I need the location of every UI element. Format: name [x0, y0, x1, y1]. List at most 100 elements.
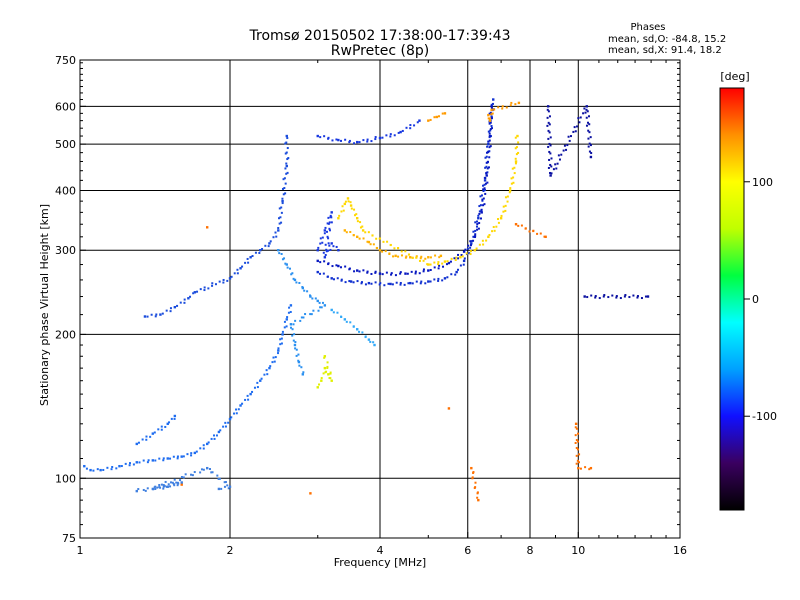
- data-point: [285, 134, 288, 138]
- data-point: [335, 245, 338, 248]
- data-point: [589, 155, 593, 159]
- data-point: [427, 263, 430, 266]
- y-tick-label: 200: [55, 328, 76, 341]
- data-point: [445, 263, 448, 266]
- data-point: [392, 255, 395, 258]
- data-point: [170, 417, 173, 420]
- data-point: [488, 119, 492, 122]
- data-point: [480, 208, 483, 211]
- data-point: [579, 116, 582, 119]
- data-point: [447, 407, 451, 410]
- data-point: [115, 467, 118, 470]
- data-point: [281, 197, 284, 200]
- data-point: [429, 256, 432, 259]
- data-point: [502, 210, 505, 213]
- data-point: [349, 230, 352, 233]
- data-point: [327, 242, 330, 245]
- data-point: [517, 101, 521, 105]
- data-point: [298, 364, 301, 367]
- data-point: [301, 373, 305, 376]
- data-point: [251, 390, 254, 393]
- data-point: [228, 277, 232, 280]
- data-point: [508, 189, 512, 192]
- data-point: [487, 150, 490, 153]
- data-point: [472, 471, 475, 474]
- data-point: [509, 104, 512, 107]
- data-point: [495, 225, 498, 228]
- data-point: [283, 320, 286, 323]
- data-point: [477, 217, 480, 220]
- data-point: [166, 457, 169, 460]
- data-point: [335, 138, 338, 141]
- data-point: [190, 452, 193, 455]
- data-point: [286, 147, 289, 150]
- data-point: [602, 295, 605, 298]
- data-point: [195, 450, 198, 453]
- data-point: [321, 241, 324, 244]
- data-point: [256, 386, 259, 389]
- data-point: [211, 284, 214, 287]
- data-point: [478, 243, 481, 246]
- data-point: [429, 268, 432, 271]
- data-point: [331, 139, 334, 142]
- data-point: [176, 455, 179, 458]
- data-point: [382, 240, 385, 243]
- data-point: [212, 434, 215, 437]
- data-point: [546, 108, 549, 111]
- data-point: [228, 417, 232, 421]
- data-point: [501, 105, 504, 108]
- data-point: [434, 254, 437, 257]
- data-point: [151, 432, 155, 435]
- data-point: [459, 256, 462, 259]
- data-point: [546, 105, 550, 108]
- data-point: [343, 229, 347, 232]
- data-point: [344, 200, 347, 203]
- data-point: [481, 199, 484, 202]
- data-point: [210, 471, 213, 474]
- data-point: [457, 268, 460, 271]
- data-point: [490, 103, 493, 106]
- data-point: [565, 148, 568, 151]
- data-point: [269, 365, 272, 368]
- data-point: [575, 427, 578, 430]
- data-point: [160, 483, 163, 486]
- data-point: [510, 182, 513, 185]
- data-point: [438, 264, 441, 267]
- x-tick-label: 8: [527, 544, 534, 557]
- data-point: [326, 361, 329, 364]
- data-point: [310, 313, 313, 316]
- data-point: [278, 252, 281, 255]
- data-point: [362, 139, 365, 142]
- data-point: [404, 256, 407, 259]
- data-point: [488, 112, 491, 115]
- data-point: [566, 144, 569, 147]
- data-point: [384, 250, 387, 253]
- data-point: [349, 204, 353, 207]
- data-point: [455, 270, 458, 274]
- data-point: [152, 488, 155, 491]
- data-point: [548, 158, 551, 161]
- data-point: [485, 155, 488, 158]
- data-point: [433, 116, 436, 119]
- data-point: [352, 234, 355, 237]
- data-point: [202, 444, 205, 447]
- data-point: [482, 204, 485, 207]
- data-point: [476, 491, 479, 494]
- data-point: [211, 471, 214, 474]
- data-point: [224, 421, 227, 424]
- data-point: [171, 481, 174, 484]
- data-point: [180, 455, 183, 458]
- data-point: [514, 157, 517, 160]
- data-point: [283, 257, 286, 260]
- data-point: [388, 252, 391, 255]
- data-point: [399, 130, 402, 134]
- data-point: [327, 216, 330, 219]
- data-point: [411, 282, 414, 285]
- data-point: [474, 221, 477, 224]
- data-point: [277, 349, 280, 352]
- data-point: [574, 422, 578, 426]
- data-point: [418, 259, 421, 262]
- data-point: [488, 156, 491, 159]
- data-point: [563, 144, 566, 147]
